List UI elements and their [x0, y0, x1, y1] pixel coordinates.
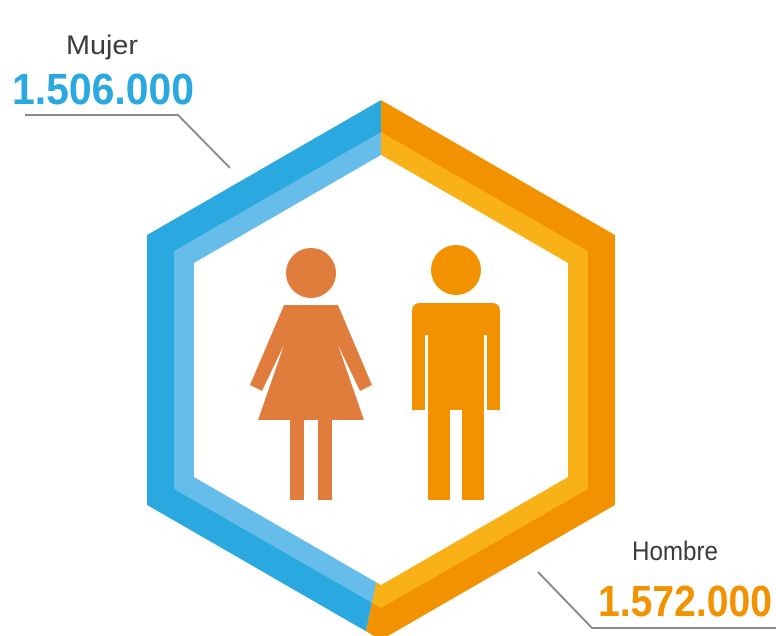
- label-value: 1.572.000: [598, 577, 772, 626]
- man-icon: [412, 245, 500, 500]
- woman-icon: [250, 248, 372, 500]
- label-value: 1.506.000: [12, 65, 194, 114]
- hexagon: [147, 100, 615, 636]
- leader-line: [537, 571, 776, 629]
- label-name: Hombre: [632, 536, 718, 566]
- label-name: Mujer: [66, 30, 138, 60]
- leader-line: [25, 114, 231, 169]
